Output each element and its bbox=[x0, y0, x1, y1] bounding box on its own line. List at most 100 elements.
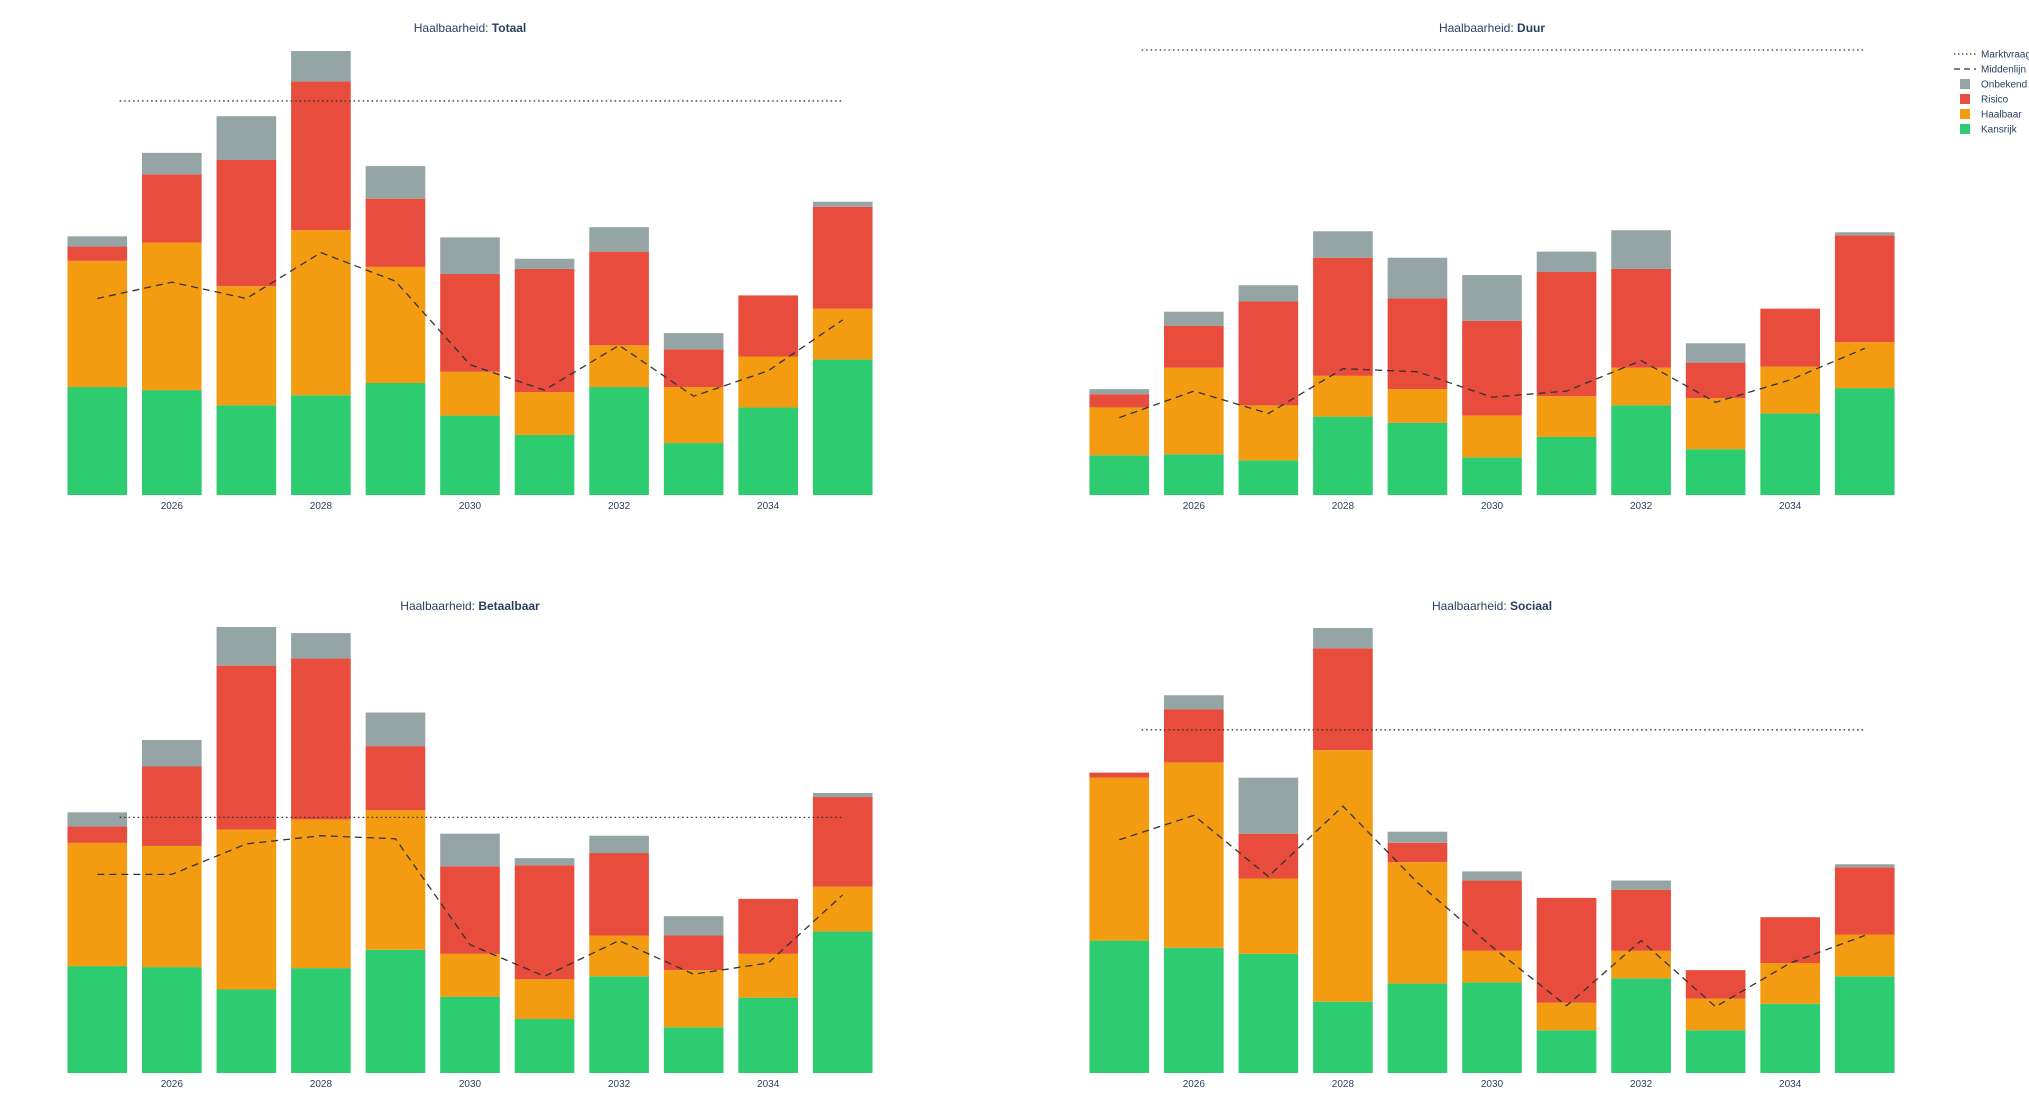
bar-kansrijk-2029[interactable] bbox=[1387, 422, 1448, 495]
bar-kansrijk-2030[interactable] bbox=[440, 415, 500, 495]
bar-onbekend-2027[interactable] bbox=[1238, 777, 1299, 834]
bar-risico-2032[interactable] bbox=[1611, 889, 1671, 951]
bar-haalbaar-2030[interactable] bbox=[1462, 415, 1522, 458]
bar-haalbaar-2032[interactable] bbox=[589, 935, 649, 977]
bar-haalbaar-2026[interactable] bbox=[1164, 762, 1224, 948]
bar-kansrijk-2029[interactable] bbox=[1387, 983, 1448, 1073]
bar-haalbaar-2035[interactable] bbox=[812, 886, 873, 932]
bar-onbekend-2028[interactable] bbox=[1313, 628, 1373, 649]
bar-haalbaar-2029[interactable] bbox=[365, 266, 426, 383]
bar-kansrijk-2026[interactable] bbox=[1164, 947, 1224, 1073]
bar-onbekend-2032[interactable] bbox=[589, 835, 649, 854]
bar-risico-2025[interactable] bbox=[67, 826, 128, 843]
bar-haalbaar-2034[interactable] bbox=[738, 953, 798, 998]
bar-kansrijk-2026[interactable] bbox=[142, 967, 202, 1073]
bar-onbekend-2025[interactable] bbox=[1089, 389, 1150, 395]
bar-risico-2034[interactable] bbox=[1760, 308, 1820, 367]
bar-haalbaar-2027[interactable] bbox=[216, 829, 277, 990]
bar-risico-2034[interactable] bbox=[738, 295, 798, 357]
bar-risico-2026[interactable] bbox=[1164, 325, 1224, 368]
bar-haalbaar-2031[interactable] bbox=[1536, 1002, 1597, 1031]
bar-onbekend-2026[interactable] bbox=[142, 152, 202, 175]
bar-haalbaar-2028[interactable] bbox=[291, 230, 351, 396]
bar-kansrijk-2034[interactable] bbox=[738, 407, 798, 495]
bar-haalbaar-2030[interactable] bbox=[440, 371, 500, 416]
bar-kansrijk-2027[interactable] bbox=[1238, 953, 1299, 1073]
bar-haalbaar-2028[interactable] bbox=[291, 819, 351, 969]
bar-risico-2030[interactable] bbox=[440, 274, 500, 372]
bar-kansrijk-2031[interactable] bbox=[1536, 436, 1597, 495]
bar-kansrijk-2025[interactable] bbox=[67, 966, 128, 1073]
bar-risico-2029[interactable] bbox=[365, 198, 426, 267]
bar-kansrijk-2035[interactable] bbox=[812, 931, 873, 1073]
bar-onbekend-2033[interactable] bbox=[663, 333, 724, 350]
bar-haalbaar-2025[interactable] bbox=[67, 842, 128, 967]
bar-risico-2030[interactable] bbox=[440, 866, 500, 954]
bar-kansrijk-2026[interactable] bbox=[142, 390, 202, 495]
bar-haalbaar-2026[interactable] bbox=[142, 242, 202, 391]
legend-item-risico[interactable]: Risico bbox=[1960, 94, 2009, 106]
bar-kansrijk-2025[interactable] bbox=[1089, 940, 1150, 1073]
bar-risico-2030[interactable] bbox=[1462, 880, 1522, 951]
bar-kansrijk-2035[interactable] bbox=[812, 359, 873, 495]
bar-risico-2031[interactable] bbox=[514, 268, 575, 393]
bar-onbekend-2035[interactable] bbox=[812, 792, 873, 798]
bar-risico-2030[interactable] bbox=[1462, 320, 1522, 416]
bar-onbekend-2026[interactable] bbox=[1164, 695, 1224, 710]
bar-risico-2026[interactable] bbox=[1164, 709, 1224, 763]
bar-haalbaar-2032[interactable] bbox=[589, 345, 649, 388]
bar-onbekend-2031[interactable] bbox=[514, 258, 575, 269]
bar-risico-2035[interactable] bbox=[1834, 235, 1895, 343]
bar-kansrijk-2028[interactable] bbox=[291, 395, 351, 495]
bar-kansrijk-2034[interactable] bbox=[738, 997, 798, 1073]
bar-onbekend-2032[interactable] bbox=[1611, 230, 1671, 269]
bar-risico-2028[interactable] bbox=[1313, 648, 1373, 751]
bar-onbekend-2033[interactable] bbox=[663, 916, 724, 936]
bar-kansrijk-2027[interactable] bbox=[216, 989, 277, 1073]
bar-kansrijk-2026[interactable] bbox=[1164, 454, 1224, 495]
bar-risico-2026[interactable] bbox=[142, 766, 202, 846]
bar-haalbaar-2033[interactable] bbox=[663, 970, 724, 1028]
bar-risico-2035[interactable] bbox=[812, 797, 873, 887]
bar-haalbaar-2025[interactable] bbox=[1089, 407, 1150, 456]
bar-onbekend-2025[interactable] bbox=[67, 812, 128, 827]
bar-kansrijk-2034[interactable] bbox=[1760, 413, 1820, 495]
bar-kansrijk-2029[interactable] bbox=[365, 949, 426, 1073]
bar-onbekend-2030[interactable] bbox=[1462, 275, 1522, 321]
bar-kansrijk-2035[interactable] bbox=[1834, 388, 1895, 495]
bar-risico-2031[interactable] bbox=[514, 865, 575, 980]
bar-haalbaar-2032[interactable] bbox=[1611, 367, 1671, 406]
bar-kansrijk-2029[interactable] bbox=[365, 382, 426, 495]
bar-onbekend-2035[interactable] bbox=[1834, 232, 1895, 236]
bar-haalbaar-2026[interactable] bbox=[142, 845, 202, 968]
bar-risico-2027[interactable] bbox=[1238, 301, 1299, 406]
bar-onbekend-2026[interactable] bbox=[142, 740, 202, 767]
bar-haalbaar-2031[interactable] bbox=[514, 392, 575, 435]
bar-risico-2033[interactable] bbox=[663, 935, 724, 971]
bar-kansrijk-2031[interactable] bbox=[1536, 1030, 1597, 1073]
bar-onbekend-2031[interactable] bbox=[1536, 251, 1597, 272]
bar-haalbaar-2028[interactable] bbox=[1313, 375, 1373, 417]
bar-kansrijk-2033[interactable] bbox=[1685, 1030, 1746, 1073]
legend-item-kansrijk[interactable]: Kansrijk bbox=[1960, 124, 2018, 136]
bar-haalbaar-2027[interactable] bbox=[1238, 878, 1299, 954]
legend-item-haalbaar[interactable]: Haalbaar bbox=[1960, 109, 2022, 121]
legend-item-onbekend[interactable]: Onbekend bbox=[1960, 79, 2027, 91]
bar-haalbaar-2027[interactable] bbox=[216, 286, 277, 406]
bar-kansrijk-2030[interactable] bbox=[440, 996, 500, 1073]
bar-haalbaar-2030[interactable] bbox=[440, 953, 500, 997]
bar-risico-2028[interactable] bbox=[291, 81, 351, 231]
bar-onbekend-2030[interactable] bbox=[440, 833, 500, 867]
bar-kansrijk-2033[interactable] bbox=[663, 1027, 724, 1073]
bar-kansrijk-2033[interactable] bbox=[663, 443, 724, 495]
bar-onbekend-2030[interactable] bbox=[440, 237, 500, 275]
bar-haalbaar-2027[interactable] bbox=[1238, 405, 1299, 461]
bar-risico-2033[interactable] bbox=[1685, 970, 1746, 999]
bar-risico-2029[interactable] bbox=[365, 746, 426, 811]
bar-onbekend-2029[interactable] bbox=[365, 712, 426, 747]
bar-risico-2033[interactable] bbox=[1685, 362, 1746, 399]
bar-haalbaar-2034[interactable] bbox=[1760, 366, 1820, 414]
bar-kansrijk-2025[interactable] bbox=[1089, 455, 1150, 495]
bar-kansrijk-2028[interactable] bbox=[291, 968, 351, 1073]
bar-haalbaar-2035[interactable] bbox=[1834, 934, 1895, 977]
